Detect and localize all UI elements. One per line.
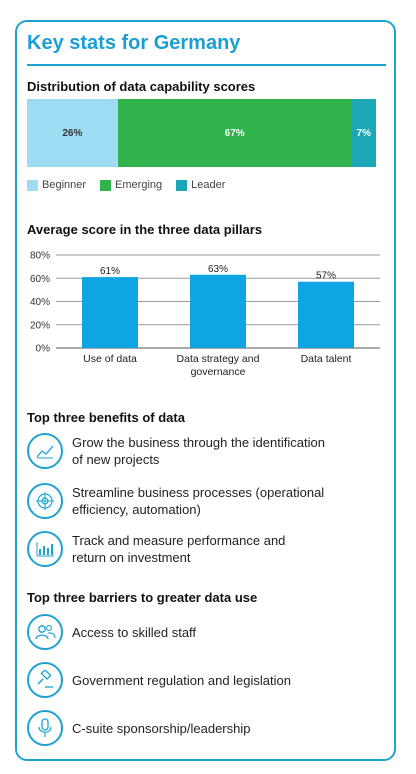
- benefit-line: Grow the business through the identifica…: [72, 435, 325, 450]
- y-tick-label: 60%: [30, 274, 50, 285]
- target-icon: [27, 483, 63, 519]
- x-category-label: Data strategy and: [177, 353, 260, 365]
- x-category-label: governance: [191, 366, 246, 378]
- x-category-label: Use of data: [83, 353, 137, 365]
- segment-leader: 7%: [351, 99, 376, 167]
- bar-value-label: 57%: [316, 271, 336, 282]
- barrier-text-1: Access to skilled staff: [72, 624, 196, 641]
- segment-emerging: 67%: [117, 99, 352, 167]
- benefit-item-2: Streamline business processes (operation…: [27, 483, 324, 519]
- stats-card: [15, 20, 396, 761]
- bar-value-label: 61%: [100, 266, 120, 277]
- y-tick-label: 80%: [30, 251, 50, 262]
- segment-emerging-label: 67%: [224, 127, 245, 139]
- benefits-heading: Top three benefits of data: [27, 410, 185, 425]
- benefit-line: Track and measure performance and: [72, 533, 286, 548]
- barrier-text-3: C-suite sponsorship/leadership: [72, 720, 250, 737]
- legend-label-beginner: Beginner: [42, 179, 87, 191]
- benefit-text-3: Track and measure performance and return…: [72, 532, 285, 566]
- microphone-icon: [27, 710, 63, 746]
- segment-beginner: 26%: [27, 99, 118, 167]
- benefit-line: efficiency, automation): [72, 502, 201, 517]
- barrier-line: Government regulation and legislation: [72, 672, 291, 688]
- page-title: Key stats for Germany: [27, 32, 241, 54]
- barrier-item-2: Government regulation and legislation: [27, 662, 291, 698]
- benefit-text-2: Streamline business processes (operation…: [72, 484, 324, 518]
- legend-item-leader: Leader: [176, 179, 225, 191]
- legend-label-leader: Leader: [191, 179, 226, 191]
- barrier-item-3: C-suite sponsorship/leadership: [27, 710, 250, 746]
- distribution-heading: Distribution of data capability scores: [27, 79, 256, 94]
- bar-graph-icon: [27, 531, 63, 567]
- title-divider: [27, 64, 386, 66]
- benefit-line: return on investment: [72, 550, 191, 565]
- bar-value-label: 63%: [208, 264, 228, 275]
- bar: [190, 274, 246, 348]
- distribution-legend: Beginner Emerging Leader: [27, 179, 225, 191]
- bar: [298, 281, 354, 348]
- benefit-item-1: Grow the business through the identifica…: [27, 433, 325, 469]
- pillars-heading: Average score in the three data pillars: [27, 222, 263, 237]
- legend-swatch-beginner: [27, 179, 38, 191]
- benefit-line: of new projects: [72, 452, 160, 467]
- benefit-line: Streamline business processes (operation…: [72, 485, 325, 500]
- barrier-item-1: Access to skilled staff: [27, 614, 196, 650]
- legend-item-beginner: Beginner: [27, 179, 86, 191]
- legend-label-emerging: Emerging: [115, 179, 163, 191]
- barrier-line: Access to skilled staff: [72, 624, 197, 640]
- y-tick-label: 40%: [30, 297, 50, 308]
- pillars-bar-chart: 0% 20% 40% 60% 80% 61% Use of data 63% Data stra…: [30, 251, 380, 378]
- x-category-label: Data talent: [301, 353, 352, 365]
- gavel-icon: [27, 662, 63, 698]
- benefit-item-3: Track and measure performance and return…: [27, 531, 285, 567]
- barriers-heading: Top three barriers to greater data use: [27, 590, 258, 605]
- legend-swatch-leader: [176, 179, 188, 191]
- y-tick-label: 20%: [30, 320, 50, 331]
- benefit-text-1: Grow the business through the identifica…: [72, 434, 325, 468]
- y-tick-label: 0%: [36, 344, 51, 355]
- barrier-text-2: Government regulation and legislation: [72, 672, 291, 689]
- bar: [82, 277, 138, 348]
- people-icon: [27, 614, 63, 650]
- legend-item-emerging: Emerging: [100, 179, 162, 191]
- distribution-stacked-bar: 26% 67% 7%: [27, 99, 376, 167]
- segment-beginner-label: 26%: [62, 127, 83, 139]
- legend-swatch-emerging: [100, 179, 112, 191]
- segment-leader-label: 7%: [356, 127, 371, 139]
- trend-chart-icon: [27, 433, 63, 469]
- barrier-line: C-suite sponsorship/leadership: [72, 720, 251, 736]
